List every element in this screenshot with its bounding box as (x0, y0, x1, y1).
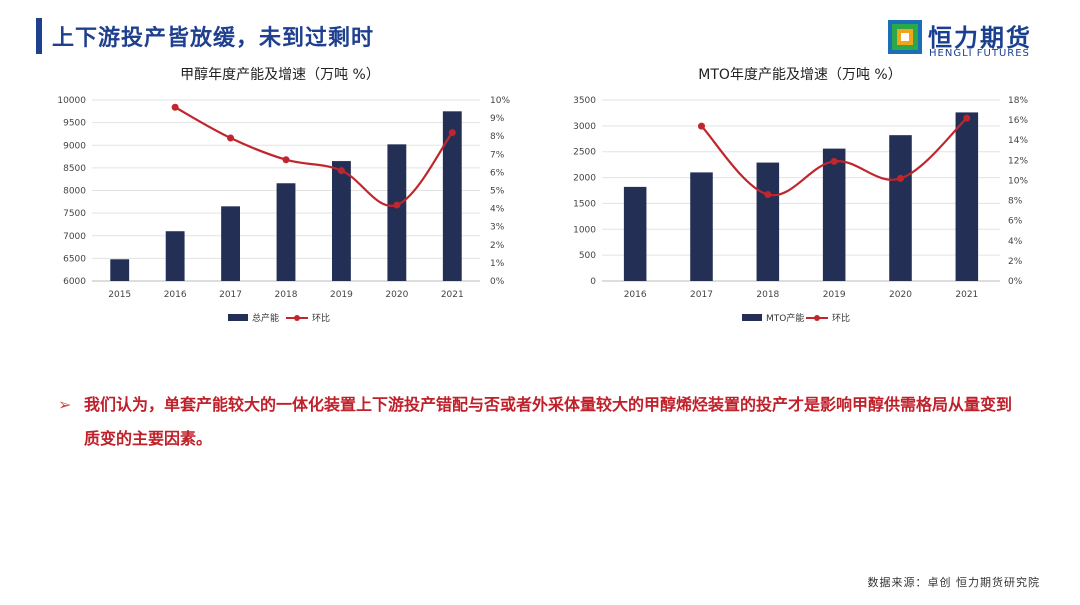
legend-line-marker (294, 315, 300, 321)
x-tick-label: 2020 (385, 290, 408, 300)
y-left-tick-label: 3000 (573, 122, 596, 132)
capacity-bar (442, 111, 462, 281)
capacity-bar (756, 162, 780, 281)
title-accent-bar (36, 18, 42, 54)
growth-rate-point (963, 114, 971, 122)
y-right-tick-label: 6% (490, 168, 505, 178)
page-title: 上下游投产皆放缓，未到过剩时 (52, 26, 375, 51)
y-left-tick-label: 7000 (63, 232, 86, 242)
y-right-tick-label: 14% (1008, 136, 1028, 146)
y-right-tick-label: 8% (1008, 197, 1023, 207)
mto-capacity-chart: 0 500 1000 1500 2000 2500 3000 3500 0% 2% 4% 6% 8% 10… (573, 96, 1028, 324)
legend-line-marker (814, 315, 820, 321)
chart-title-methanol: 甲醇年度产能及增速（万吨 %） (180, 67, 380, 83)
x-tick-label: 2016 (164, 290, 187, 300)
legend-bar-label: 总产能 (252, 312, 279, 324)
capacity-bar (623, 186, 647, 281)
y-right-tick-label: 0% (1008, 277, 1023, 287)
y-right-tick-label: 4% (1008, 237, 1023, 247)
growth-rate-point (698, 122, 705, 130)
capacity-bar (276, 183, 296, 281)
x-tick-label: 2020 (889, 290, 912, 300)
legend-bar-swatch (228, 314, 248, 321)
y-right-tick-label: 4% (490, 205, 505, 215)
capacity-bar (690, 172, 713, 281)
chart-title-mto: MTO年度产能及增速（万吨 %） (698, 67, 902, 83)
y-right-tick-label: 7% (490, 150, 505, 160)
y-left-tick-label: 8000 (63, 187, 86, 197)
y-left-tick-label: 1000 (573, 225, 596, 235)
y-right-tick-label: 8% (490, 132, 505, 142)
x-tick-label: 2019 (823, 290, 846, 300)
legend-line-label: 环比 (312, 312, 330, 324)
x-tick-label: 2017 (219, 290, 242, 300)
y-right-tick-label: 5% (490, 187, 505, 197)
growth-rate-point (897, 174, 904, 182)
x-tick-label: 2021 (955, 290, 978, 300)
y-right-tick-label: 12% (1008, 156, 1028, 166)
y-left-tick-label: 3500 (573, 96, 596, 106)
y-left-tick-label: 0 (590, 277, 596, 287)
company-logo: 恒力期货 HENGLI FUTURES (888, 20, 1058, 60)
y-right-tick-label: 9% (490, 114, 505, 124)
y-right-tick-label: 6% (1008, 217, 1023, 227)
capacity-bar (889, 135, 912, 281)
y-right-tick-label: 18% (1008, 96, 1028, 106)
x-tick-label: 2018 (275, 290, 298, 300)
y-left-tick-label: 1500 (573, 199, 596, 209)
x-tick-label: 2021 (441, 290, 464, 300)
capacity-bar (332, 161, 351, 281)
capacity-bar (955, 112, 979, 281)
logo-chinese-text: 恒力期货 (928, 24, 1032, 52)
x-tick-label: 2017 (690, 290, 713, 300)
conclusion-text: 我们认为，单套产能较大的一体化装置上下游投产错配与否或者外采体量较大的甲醇烯烃装… (84, 395, 1013, 448)
legend-bar-swatch (742, 314, 762, 321)
x-tick-label: 2018 (756, 290, 779, 300)
y-left-tick-label: 2000 (573, 174, 596, 184)
growth-rate-point (282, 156, 290, 164)
capacity-bar (822, 148, 846, 281)
arrow-bullet-icon: ➢ (58, 395, 72, 414)
capacity-bar (165, 231, 185, 281)
y-left-tick-label: 6500 (63, 254, 86, 264)
y-left-tick-label: 6000 (63, 277, 86, 287)
y-right-tick-label: 2% (490, 241, 505, 251)
y-right-tick-label: 16% (1008, 116, 1028, 126)
logo-english-text: HENGLI FUTURES (929, 48, 1030, 59)
growth-rate-point (393, 201, 401, 209)
capacity-bar (110, 259, 130, 281)
capacity-bar (221, 206, 240, 281)
y-left-tick-label: 9000 (63, 141, 86, 151)
growth-rate-point (337, 167, 345, 175)
y-left-tick-label: 8500 (63, 164, 86, 174)
growth-rate-point (764, 191, 772, 199)
growth-rate-point (448, 129, 456, 137)
methanol-capacity-chart: 6000 6500 7000 7500 8000 8500 9000 9500 10000 0% 1… (57, 96, 510, 324)
y-left-tick-label: 9500 (63, 119, 86, 129)
legend-line-label: 环比 (832, 312, 850, 324)
y-left-tick-label: 2500 (573, 148, 596, 158)
logo-mark-icon (888, 20, 922, 54)
y-left-tick-label: 7500 (63, 209, 86, 219)
data-source-note: 数据来源：卓创 恒力期货研究院 (867, 576, 1040, 589)
x-tick-label: 2015 (108, 290, 131, 300)
y-right-tick-label: 1% (490, 259, 505, 269)
y-left-tick-label: 10000 (57, 96, 86, 106)
growth-rate-point (227, 134, 235, 142)
y-right-tick-label: 3% (490, 223, 505, 233)
y-right-tick-label: 0% (490, 277, 505, 287)
growth-rate-point (830, 157, 838, 165)
x-tick-label: 2016 (624, 290, 647, 300)
y-left-tick-label: 500 (579, 251, 596, 261)
x-tick-label: 2019 (330, 290, 353, 300)
capacity-bar (387, 144, 407, 281)
conclusion-bullet: ➢ 我们认为，单套产能较大的一体化装置上下游投产错配与否或者外采体量较大的甲醇烯… (58, 388, 1020, 456)
y-right-tick-label: 10% (1008, 176, 1028, 186)
growth-rate-point (171, 103, 179, 111)
y-right-tick-label: 2% (1008, 257, 1023, 267)
legend-bar-label: MTO产能 (766, 312, 804, 324)
y-right-tick-label: 10% (490, 96, 510, 106)
